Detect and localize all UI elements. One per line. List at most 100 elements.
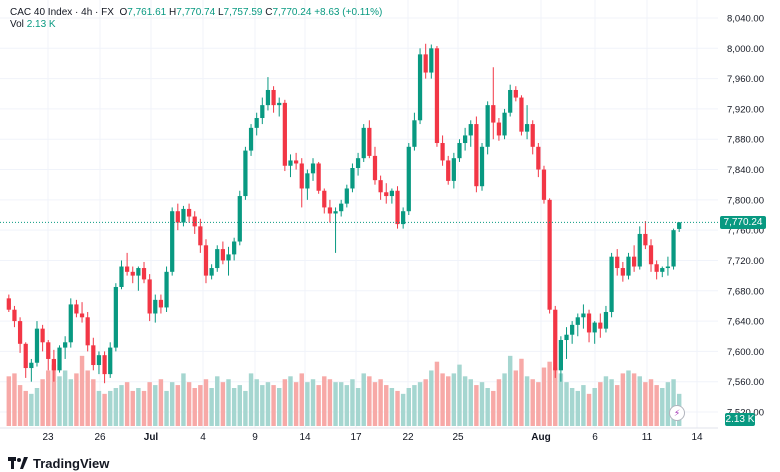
volume-bar [468,379,473,426]
candle-body [333,211,338,214]
candle-body [40,328,45,343]
candle-body [502,112,507,136]
volume-label: Vol [10,19,24,30]
volume-bar [643,382,648,426]
volume-bar [350,379,355,426]
candle-body [524,124,530,132]
candle-body [12,309,17,322]
candle-body [288,160,293,166]
volume-legend: Vol 2.13 K [10,19,56,30]
volume-bar [74,373,79,426]
volume-bar [136,388,141,426]
candle-body [158,299,164,308]
candle-body [553,309,558,371]
y-tick-label: 7,800.00 [727,195,764,206]
candle-body [85,317,90,346]
volume-bar [305,382,310,426]
volume-bar [40,379,45,426]
volume-bar [547,361,552,426]
volume-bar [609,379,614,426]
volume-bar [260,385,265,426]
x-tick-label: Aug [531,432,550,443]
volume-bar [147,382,152,426]
volume-bar [446,376,451,426]
candle-body [232,241,237,255]
x-tick-label: 14 [691,432,703,443]
volume-bar [215,376,220,426]
candle-body [254,118,259,128]
volume-bar [153,385,158,426]
candle-body [615,256,620,269]
x-tick-label: 6 [592,432,598,443]
volume-bar [412,385,417,426]
candle-body [147,279,152,314]
symbol-name[interactable]: CAC 40 Index · 4h · FX [10,7,114,18]
volume-bar [282,379,288,426]
volume-bar [626,370,631,426]
candle-body [46,342,51,359]
volume-bar [524,376,530,426]
candle-body [372,155,378,181]
y-tick-label: 7,760.00 [727,226,764,237]
volume-bar [598,382,603,426]
candle-body [417,54,423,121]
candle-body [643,233,648,246]
volume-bar [361,373,366,426]
x-tick-label: 22 [402,432,414,443]
volume-bar [333,382,338,426]
volume-bar [108,390,113,426]
candle-body [108,347,113,375]
candle-body [68,304,73,343]
volume-bar [400,393,406,426]
candle-body [513,89,518,98]
time-axis[interactable]: 23 26 Jul 4 9 14 17 22 25 Aug 6 11 14 [42,432,703,443]
candle-body [322,190,327,208]
volume-bar [322,376,327,426]
volume-bar [615,385,620,426]
volume-bar [389,388,395,426]
volume-bar [23,390,28,426]
volume-bar [79,355,85,426]
close-value: 7,770.24 [272,7,312,18]
candle-body [271,89,276,106]
y-tick-label: 7,960.00 [727,74,764,85]
ohlc-legend: CAC 40 Index · 4h · FX O7,761.61 H7,770.… [10,6,382,20]
candle-body [660,268,665,272]
volume-bar [130,390,135,426]
y-tick-label: 7,600.00 [727,347,764,358]
lightning-icon[interactable]: ⚡ [669,405,685,421]
y-tick-label: 7,680.00 [727,286,764,297]
candle-body [248,127,254,151]
candle-body [671,230,676,267]
volume-bar [631,373,637,426]
candle-body [91,345,96,366]
volume-bar [310,379,316,426]
volume-bar [158,379,164,426]
candle-body [378,180,383,193]
candle-body [29,362,34,369]
candle-body [463,135,468,144]
volume-bar [671,379,676,426]
volume-bar [496,379,502,426]
volume-bar [62,370,68,426]
volume-bar [243,390,248,426]
volume-bar [665,382,671,426]
volume-bar [327,379,333,426]
candle-body [412,120,417,147]
low-label: L [217,7,224,18]
volume-bar [316,385,321,426]
volume-bar [198,385,203,426]
volume-value: 2.13 K [26,19,56,30]
candle-body [592,322,597,333]
volume-bar [181,373,186,426]
volume-bar [226,379,231,426]
volume-bar [423,379,428,426]
candle-body [491,105,496,123]
tradingview-logo[interactable]: TradingView [8,456,109,471]
y-tick-label: 7,880.00 [727,135,764,146]
candle-body [344,188,349,204]
candle-body [626,256,631,276]
candle-body [406,146,411,212]
candle-body [63,342,68,348]
